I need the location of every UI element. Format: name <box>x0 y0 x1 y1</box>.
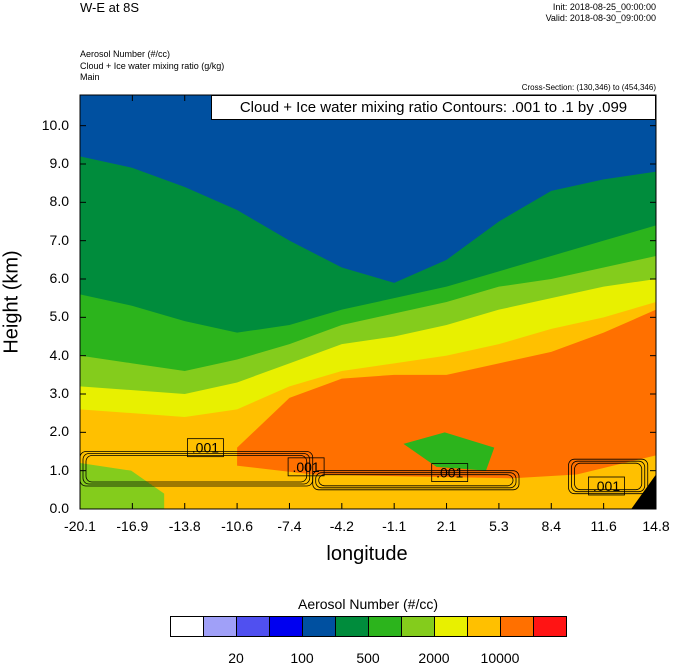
contour-label: .001 <box>192 440 219 456</box>
contour-label-box <box>187 438 224 458</box>
y-tick-label: 7.0 <box>49 231 69 248</box>
colorbar-swatch <box>236 616 269 637</box>
y-tick-label: 5.0 <box>49 308 69 325</box>
y-tick-label: 8.0 <box>49 193 69 210</box>
colorbar-swatch <box>170 616 203 637</box>
x-tick-label: -4.2 <box>329 518 354 534</box>
y-tick-label: 6.0 <box>49 270 69 286</box>
colorbar-swatch <box>533 616 567 637</box>
y-tick-label: 4.0 <box>49 346 69 363</box>
x-tick-label: -20.1 <box>64 518 96 534</box>
cloud-contour-line <box>312 470 520 491</box>
colorbar-label: 10000 <box>480 650 520 666</box>
x-tick-label: -1.1 <box>382 518 407 534</box>
cloud-contour-line <box>315 472 517 489</box>
x-tick-label: -10.6 <box>221 518 254 534</box>
variable-aerosol-label: Aerosol Number (#/cc) <box>80 49 171 59</box>
contour-legend: Cloud + Ice water mixing ratio Contours:… <box>211 95 656 120</box>
chart-title: W-E at 8S <box>80 0 140 15</box>
colorbar-title: Aerosol Number (#/cc) <box>297 596 439 612</box>
variable-main-label: Main <box>80 72 100 82</box>
colorbar-swatch <box>335 616 368 637</box>
y-tick-label: 2.0 <box>49 423 69 440</box>
y-tick-label: 1.0 <box>49 461 69 478</box>
x-tick-label: -7.4 <box>277 518 302 534</box>
colorbar-swatch <box>500 616 533 637</box>
colorbar-swatch <box>467 616 500 637</box>
contour-label-box <box>287 457 325 477</box>
valid-time: Valid: 2018-08-30_09:00:00 <box>545 13 656 23</box>
cloud-contour-line <box>568 458 649 495</box>
contour-label: .001 <box>292 459 319 475</box>
colorbar-label: 500 <box>356 650 380 666</box>
x-tick-label: 8.4 <box>541 518 561 534</box>
colorbar-swatch <box>401 616 434 637</box>
contour-label-box <box>431 463 469 482</box>
aerosol-layer <box>403 432 495 471</box>
cloud-contour-line <box>85 455 308 483</box>
y-tick-label: 0.0 <box>49 500 69 516</box>
x-axis-label: longitude <box>326 543 408 565</box>
colorbar-swatch <box>302 616 335 637</box>
cloud-contour-line <box>318 474 514 487</box>
cross-section-label: Cross-Section: (130,346) to (454,346) <box>521 83 656 92</box>
cloud-contour-line <box>574 462 643 491</box>
x-tick-label: 2.1 <box>436 518 457 534</box>
x-tick-label: 5.3 <box>489 518 509 534</box>
x-tick-label: -16.9 <box>116 518 149 534</box>
aerosol-layer <box>80 436 656 509</box>
colorbar-swatch <box>368 616 401 637</box>
colorbar-swatch <box>434 616 467 637</box>
cloud-contour-line <box>80 451 314 487</box>
x-tick-label: 11.6 <box>590 518 617 534</box>
colorbar-label: 2000 <box>418 650 450 666</box>
cloud-contour-line <box>82 453 311 485</box>
y-tick-label: 3.0 <box>49 385 69 401</box>
y-tick-label: 10.0 <box>41 116 69 133</box>
init-time: Init: 2018-08-25_00:00:00 <box>552 2 656 12</box>
colorbar-label: 20 <box>228 650 244 666</box>
contour-label: .001 <box>593 478 620 494</box>
colorbar-swatch <box>269 616 302 637</box>
aerosol-layer <box>237 309 656 509</box>
x-tick-label: -13.8 <box>168 518 201 534</box>
variable-cloud-label: Cloud + Ice water mixing ratio (g/kg) <box>80 61 225 71</box>
contour-label: .001 <box>436 465 463 481</box>
x-tick-label: 14.8 <box>642 518 670 534</box>
y-axis-label: Height (km) <box>0 250 23 354</box>
y-tick-label: 9.0 <box>49 155 69 171</box>
colorbar-label: 100 <box>290 650 314 666</box>
contour-label-box <box>588 476 625 496</box>
colorbar-swatch <box>203 616 236 637</box>
cloud-contour-line <box>571 460 646 493</box>
terrain-mask <box>631 474 656 509</box>
